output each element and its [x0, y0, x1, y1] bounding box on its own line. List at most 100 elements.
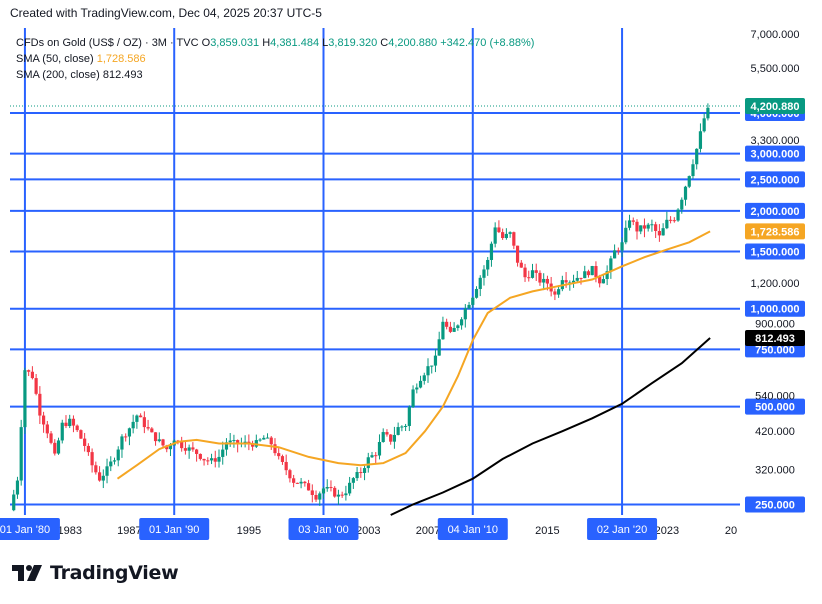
sma50-line — [116, 230, 711, 480]
level-label: 1,000.000 — [751, 304, 800, 316]
level-label: 500.000 — [755, 402, 795, 414]
candle-body — [534, 270, 538, 273]
candle-body — [68, 418, 72, 427]
candle-body — [422, 375, 426, 381]
candle-body — [41, 415, 46, 425]
legend-high: H4,381.484 — [262, 37, 320, 49]
candle-body — [385, 432, 389, 435]
candle-body — [228, 440, 232, 443]
candle-body — [127, 428, 132, 437]
candle-body — [377, 441, 382, 456]
candle-body — [236, 440, 240, 444]
x-tick-label: 1995 — [237, 525, 261, 537]
date-marker-badge — [437, 518, 508, 540]
candle-body — [306, 483, 311, 491]
level-label: 2,500.000 — [751, 174, 800, 186]
candle-body — [344, 493, 348, 496]
candle-body — [598, 276, 602, 284]
candle-body — [86, 445, 90, 453]
candle-body — [284, 461, 288, 471]
legend-sma50-row: SMA (50, close) 1,728.586 — [16, 53, 146, 65]
candle-body — [336, 494, 341, 497]
price-badge-label: 812.493 — [755, 333, 795, 345]
candle-body — [30, 371, 34, 379]
candle-body — [489, 243, 494, 260]
candle-body — [202, 458, 206, 461]
candle-body — [273, 444, 277, 454]
candle-body — [530, 270, 535, 278]
candle-body — [448, 326, 452, 332]
level-label: 3,000.000 — [751, 149, 800, 161]
date-marker-badge — [587, 518, 658, 540]
tradingview-logo-text: TradingView — [50, 562, 179, 584]
candle-body — [512, 232, 516, 246]
y-tick-label: 900.000 — [755, 319, 795, 331]
candle-body — [676, 209, 680, 221]
level-badge — [745, 398, 805, 415]
candle-body — [564, 280, 568, 283]
candle-body — [620, 242, 624, 251]
candle-body — [265, 437, 270, 439]
candle-body — [613, 250, 617, 259]
candle-body — [243, 441, 247, 444]
candle-body — [478, 277, 482, 289]
y-tick-label: 540.000 — [755, 391, 795, 403]
candle-body — [695, 148, 699, 165]
candle-body — [624, 227, 628, 243]
candle-body — [661, 228, 665, 236]
candle-body — [288, 470, 292, 479]
candle-body — [310, 490, 314, 495]
candle-body — [23, 370, 27, 428]
candle-body — [362, 468, 367, 473]
candle-body — [583, 271, 587, 279]
candle-body — [135, 415, 139, 422]
date-marker-label: 03 Jan '00 — [298, 524, 348, 536]
candle-body — [642, 225, 647, 229]
level-badge — [745, 145, 805, 162]
candle-body — [90, 452, 94, 466]
candle-body — [493, 227, 497, 244]
candle-body — [627, 220, 632, 228]
candle-body — [97, 472, 102, 481]
candle-body — [187, 447, 191, 451]
candle-body — [665, 219, 669, 229]
candle-body — [60, 422, 64, 441]
candle-body — [471, 297, 475, 305]
y-tick-label: 1,200.000 — [751, 278, 800, 290]
candle-body — [437, 339, 441, 356]
tradingview-logo[interactable]: TradingView — [12, 562, 179, 584]
candle-body — [221, 449, 225, 457]
candle-body — [430, 365, 434, 367]
legend-main-row: CFDs on Gold (US$ / OZ) · 3M · TVC O3,85… — [16, 37, 534, 49]
legend-close: C4,200.880 — [380, 37, 438, 49]
candle-body — [71, 418, 76, 426]
candle-body — [459, 319, 464, 326]
candle-body — [668, 219, 673, 221]
date-marker-label: 01 Jan '80 — [0, 524, 50, 536]
candle-body — [15, 480, 20, 495]
candle-body — [519, 262, 523, 268]
candle-body — [12, 494, 16, 511]
level-label: 250.000 — [755, 499, 795, 511]
candle-body — [53, 442, 57, 454]
candle-body — [333, 487, 337, 497]
legend-symbol: CFDs on Gold (US$ / OZ) · 3M · TVC — [16, 37, 199, 49]
candle-body — [646, 224, 650, 229]
candle-body — [482, 269, 486, 278]
candle-body — [474, 288, 479, 298]
candle-body — [657, 230, 661, 236]
candle-body — [64, 422, 68, 427]
candle-body — [292, 478, 296, 483]
candle-body — [359, 472, 363, 474]
candle-body — [683, 186, 688, 200]
candle-body — [195, 449, 199, 454]
level-label: 1,500.000 — [751, 246, 800, 258]
candle-body — [79, 430, 83, 439]
candle-body — [504, 233, 508, 239]
candle-body — [680, 199, 684, 210]
candle-body — [139, 415, 143, 418]
candle-body — [224, 442, 229, 450]
date-marker-label: 01 Jan '90 — [149, 524, 199, 536]
candle-body — [586, 271, 591, 276]
